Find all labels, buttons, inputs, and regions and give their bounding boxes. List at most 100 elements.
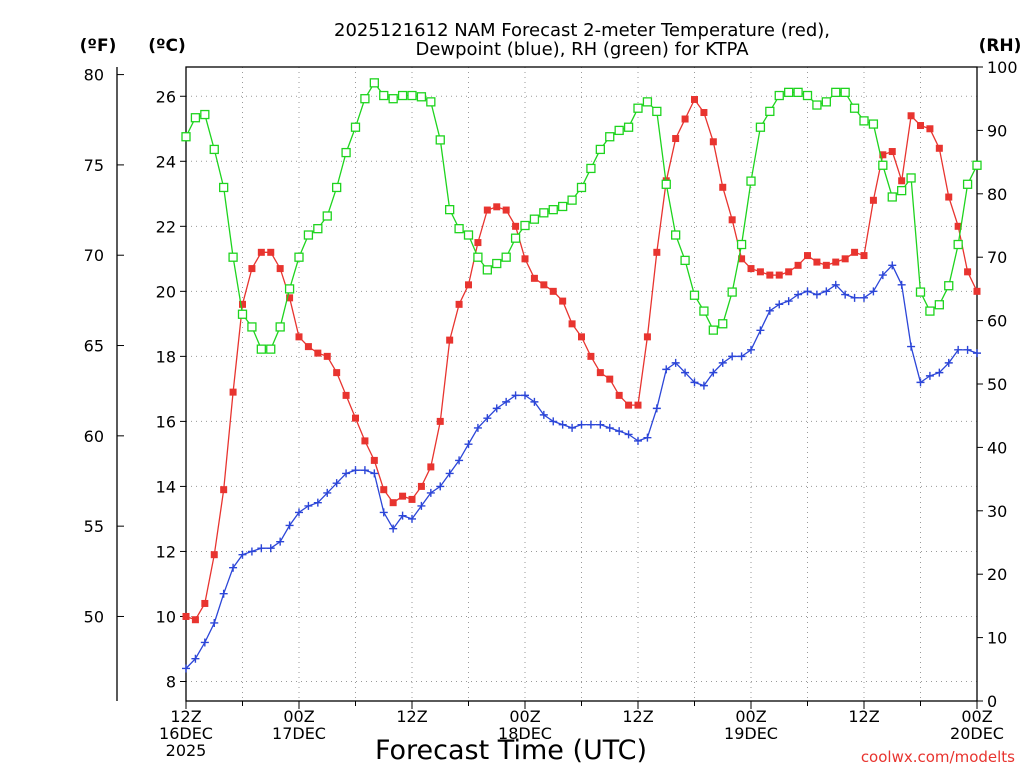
2-meter-temperature-point <box>907 112 915 120</box>
x-tick-label: 00Z <box>961 707 992 726</box>
dewpoint-point <box>483 414 492 423</box>
2-meter-temperature-point <box>229 388 237 396</box>
dewpoint-point <box>276 537 285 546</box>
2-meter-temperature-point <box>220 486 228 494</box>
dewpoint-point <box>549 417 558 426</box>
relative-humidity-point <box>426 97 436 107</box>
relative-humidity-point <box>501 252 511 262</box>
relative-humidity-point <box>831 87 841 98</box>
dewpoint-point <box>841 290 850 299</box>
relative-humidity-point <box>887 192 897 202</box>
dewpoint-point <box>747 345 755 354</box>
dewpoint-point <box>652 404 661 413</box>
2-meter-temperature-point <box>352 414 359 422</box>
dewpoint-point <box>888 261 897 270</box>
x-tick-label: 12Z <box>396 707 427 726</box>
relative-humidity-point <box>680 255 690 266</box>
relative-humidity-point <box>784 87 794 98</box>
relative-humidity-point <box>454 224 464 234</box>
2-meter-temperature-point <box>888 148 896 156</box>
relative-humidity-point <box>219 182 229 193</box>
2-meter-temperature-point <box>841 255 849 263</box>
fahrenheit-tick-label: 60 <box>84 427 104 446</box>
credit-link[interactable]: coolwx.com/modelts <box>861 748 1015 766</box>
dewpoint-point <box>850 293 859 302</box>
2-meter-temperature-point <box>455 300 463 308</box>
dewpoint-point <box>907 342 916 351</box>
dewpoint-point <box>699 381 708 390</box>
dewpoint-point <box>304 501 313 510</box>
dewpoint-point <box>530 397 539 406</box>
chart-title-line-1: 2025121612 NAM Forecast 2-meter Temperat… <box>334 20 830 41</box>
dewpoint-point <box>191 654 200 663</box>
x-tick-label: 12Z <box>848 707 879 726</box>
fahrenheit-tick-label: 65 <box>84 337 104 356</box>
relative-humidity-point <box>294 252 304 262</box>
2-meter-temperature-point <box>474 239 482 247</box>
2-meter-temperature-point <box>926 125 934 133</box>
2-meter-temperature-point <box>239 300 246 308</box>
x-tick-label: 19DEC <box>724 724 778 743</box>
2-meter-temperature-point <box>851 248 859 256</box>
relative-humidity-point <box>755 122 766 132</box>
relative-humidity-point <box>906 173 916 183</box>
dewpoint-point <box>436 482 445 491</box>
relative-humidity-point <box>623 122 634 132</box>
2-meter-temperature-point <box>898 177 906 185</box>
dewpoint-point <box>831 280 840 289</box>
dewpoint-point <box>869 287 878 296</box>
2-meter-temperature-point <box>483 206 491 214</box>
2-meter-temperature-point <box>785 268 793 276</box>
dewpoint-point <box>521 391 529 400</box>
relative-humidity-point <box>915 287 926 297</box>
2-meter-temperature-point <box>540 281 548 289</box>
relative-humidity-point <box>859 116 869 126</box>
dewpoint-point <box>455 456 464 465</box>
dewpoint-point <box>229 563 238 572</box>
dewpoint-point <box>464 440 473 449</box>
dewpoint-point <box>445 469 454 478</box>
2-meter-temperature-point <box>813 258 821 266</box>
2-meter-temperature-point <box>333 369 341 377</box>
dewpoint-point <box>313 498 322 507</box>
dewpoint-point <box>728 352 737 361</box>
2-meter-temperature-point <box>879 151 887 159</box>
relative-humidity-point <box>473 252 483 262</box>
2-meter-temperature-point <box>417 482 425 490</box>
2-meter-temperature-point <box>530 274 538 282</box>
fahrenheit-tick-label: 70 <box>84 246 104 265</box>
dewpoint-point <box>624 430 633 439</box>
rh-tick-label: 60 <box>987 312 1007 331</box>
relative-humidity-point <box>190 113 201 123</box>
dewpoint-point <box>822 287 831 296</box>
relative-humidity-point <box>868 119 879 129</box>
dewpoint-point <box>182 664 190 673</box>
relative-humidity-point <box>736 239 747 250</box>
relative-humidity-point <box>849 103 860 113</box>
relative-humidity-point <box>237 309 248 319</box>
2-meter-temperature-point <box>756 268 764 276</box>
relative-humidity-point <box>435 135 445 145</box>
2-meter-temperature-point <box>370 456 378 464</box>
2-meter-temperature-point <box>342 391 350 399</box>
celsius-tick-label: 10 <box>156 607 176 626</box>
relative-humidity-point <box>407 90 417 101</box>
2-meter-temperature-point <box>860 252 868 260</box>
relative-humidity-point <box>661 179 671 189</box>
2-meter-temperature-point <box>954 222 962 230</box>
dewpoint-point <box>408 514 416 523</box>
relative-humidity-point <box>944 281 954 291</box>
dewpoint-point <box>351 466 360 475</box>
dewpoint-point <box>681 368 690 377</box>
relative-humidity-point <box>463 230 474 240</box>
2-meter-temperature-point <box>606 375 614 383</box>
x-tick-label: 18DEC <box>498 724 552 743</box>
dewpoint-point <box>332 479 341 488</box>
relative-humidity-point <box>576 182 587 193</box>
2-meter-temperature-point <box>559 297 567 305</box>
fahrenheit-axis-unit: (ºF) <box>80 36 117 56</box>
2-meter-temperature-point <box>436 417 444 425</box>
dewpoint-point <box>238 550 247 559</box>
relative-humidity-point <box>652 106 662 117</box>
dewpoint-point <box>671 358 680 367</box>
